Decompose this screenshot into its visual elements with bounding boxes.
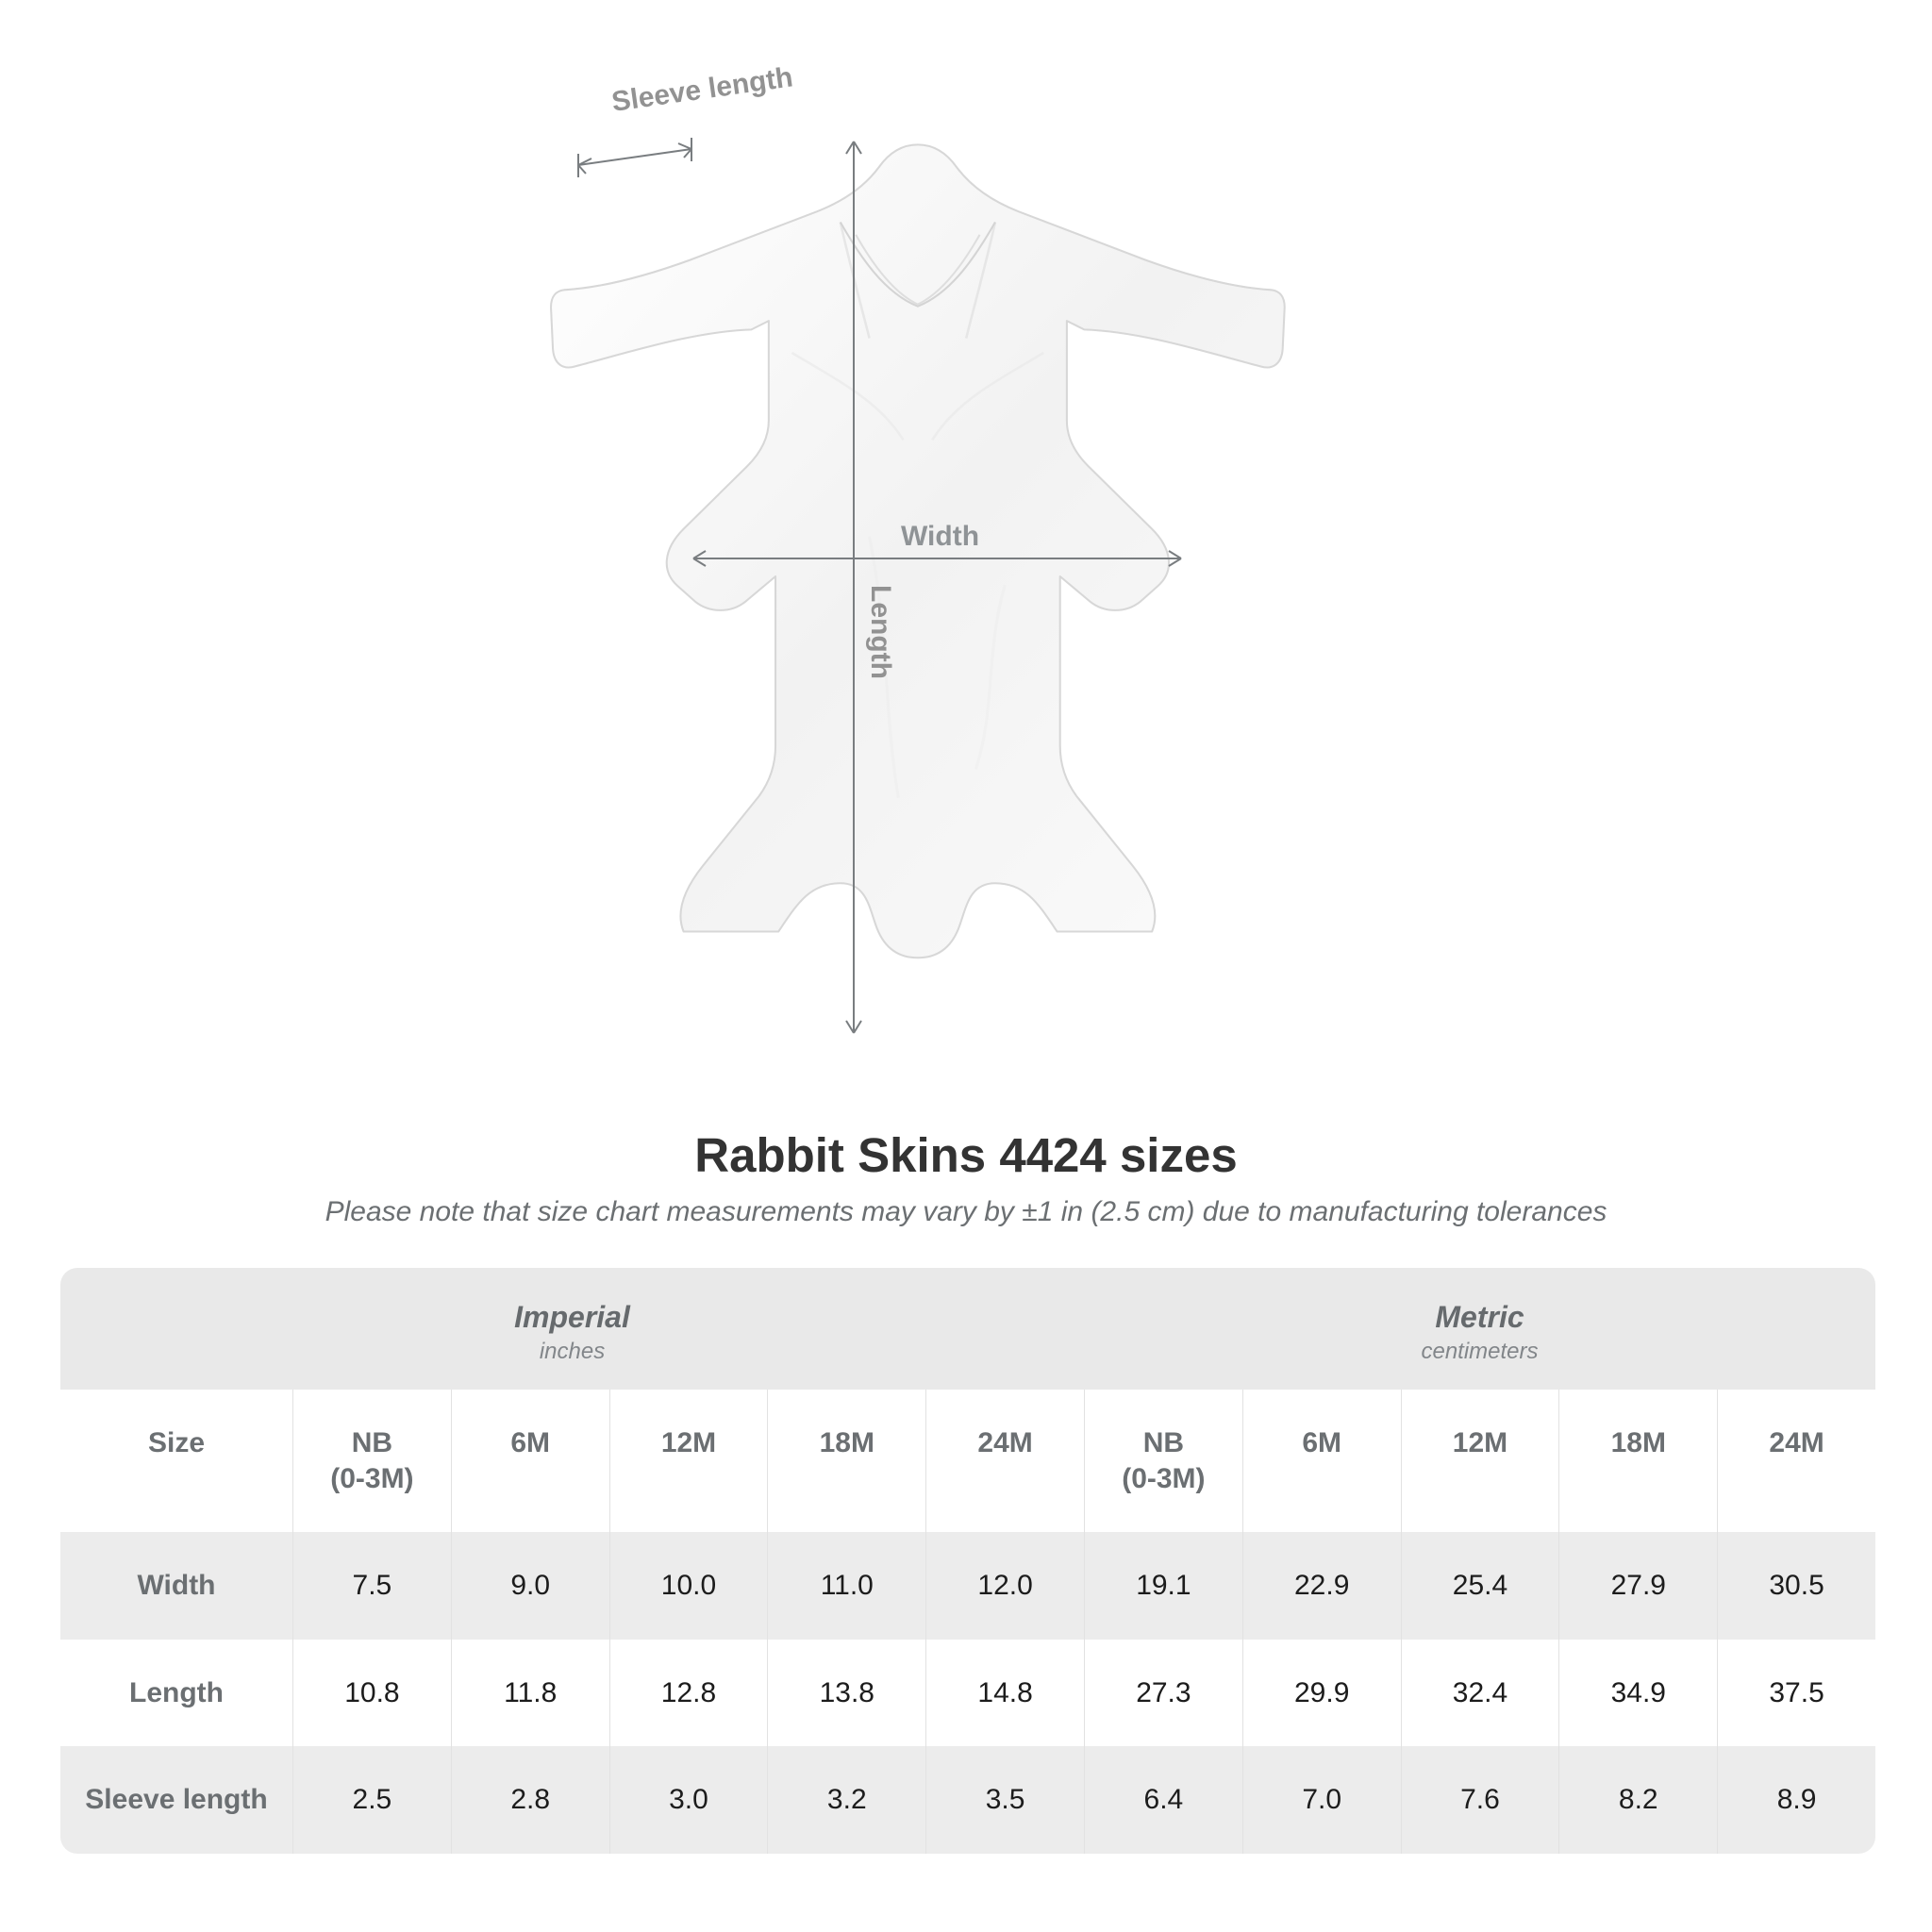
svg-text:Sleeve length: Sleeve length: [609, 61, 794, 118]
svg-text:Length: Length: [865, 585, 896, 679]
svg-text:Width: Width: [901, 521, 979, 552]
